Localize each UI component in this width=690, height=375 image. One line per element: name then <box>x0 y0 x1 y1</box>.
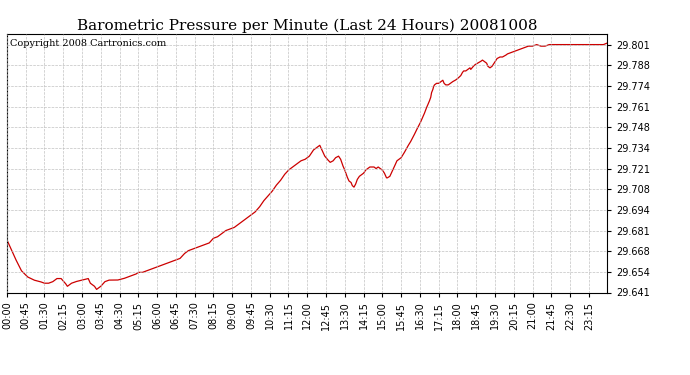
Title: Barometric Pressure per Minute (Last 24 Hours) 20081008: Barometric Pressure per Minute (Last 24 … <box>77 18 538 33</box>
Text: Copyright 2008 Cartronics.com: Copyright 2008 Cartronics.com <box>10 39 166 48</box>
